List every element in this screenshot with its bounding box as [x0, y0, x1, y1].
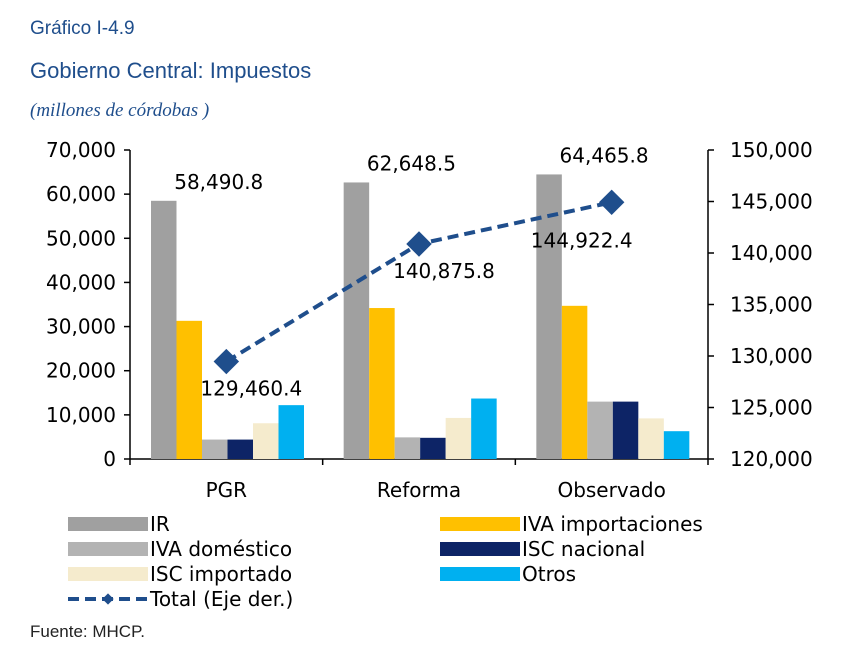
bars-layer: [151, 174, 690, 460]
y-tick-label-right: 140,000: [730, 241, 813, 265]
data-labels-layer: 58,490.8 62,648.5 64,465.8 129,460.4 140,875…: [174, 143, 648, 400]
legend-swatch-iva-dom-stico: [68, 542, 148, 556]
bar-iva-importaciones: [176, 320, 202, 459]
legend-swatch-isc-importado: [68, 567, 148, 581]
total-line-layer: [213, 189, 625, 375]
y-tick-label-left: 30,000: [46, 315, 116, 339]
chart-kicker: Gráfico I-4.9: [30, 18, 135, 39]
bar-iva-importaciones: [369, 308, 395, 459]
y-tick-label-right: 145,000: [730, 190, 813, 214]
legend-label: Total (Eje der.): [149, 587, 293, 611]
y-tick-label-right: 135,000: [730, 293, 813, 317]
source-note: Fuente: MHCP.: [30, 622, 145, 641]
data-label-ir: 62,648.5: [367, 151, 456, 175]
data-label-ir: 64,465.8: [560, 143, 649, 167]
bar-ir: [151, 200, 177, 459]
bar-iva-dom-stico: [587, 401, 613, 459]
bar-iva-dom-stico: [394, 437, 421, 459]
y-tick-label-left: 70,000: [46, 138, 116, 162]
legend-swatch-otros: [440, 567, 520, 581]
bar-otros: [471, 398, 497, 459]
bar-ir: [343, 182, 370, 460]
legend-label: ISC nacional: [522, 537, 645, 561]
legend-swatch-iva-importaciones: [440, 517, 520, 531]
legend-label: IVA doméstico: [150, 537, 292, 561]
y-tick-label-left: 60,000: [46, 182, 116, 206]
total-marker: [213, 348, 240, 375]
x-tick-label: PGR: [206, 478, 248, 502]
legend-label: IR: [150, 512, 170, 536]
legend-swatch-ir: [68, 517, 148, 531]
x-tick-label: Reforma: [377, 478, 461, 502]
data-label-total: 144,922.4: [531, 228, 633, 252]
bar-iva-importaciones: [561, 305, 588, 459]
total-marker: [598, 189, 625, 216]
bar-isc-nacional: [420, 437, 446, 459]
data-label-total: 129,460.4: [200, 377, 302, 401]
y-tick-label-left: 0: [103, 447, 116, 471]
bar-ir: [536, 174, 562, 459]
bar-otros: [278, 405, 304, 459]
data-label-ir: 58,490.8: [174, 170, 263, 194]
legend-label: IVA importaciones: [522, 512, 703, 536]
y-tick-label-left: 20,000: [46, 359, 116, 383]
bar-isc-importado: [253, 423, 279, 459]
chart-title: Gobierno Central: Impuestos: [30, 58, 312, 83]
legend: IR IVA importaciones IVA doméstico ISC naci…: [68, 512, 703, 611]
legend-label: Otros: [522, 562, 576, 586]
bar-isc-nacional: [227, 439, 253, 459]
y-tick-label-right: 125,000: [730, 396, 813, 420]
x-tick-label: Observado: [557, 478, 665, 502]
y-tick-label-left: 40,000: [46, 270, 116, 294]
axes-layer: 0 10,000 20,000 30,000 40,000 50,000 60,000 70,…: [46, 138, 813, 502]
y-tick-label-right: 130,000: [730, 344, 813, 368]
data-label-total: 140,875.8: [393, 259, 495, 283]
legend-swatch-total-marker: [102, 593, 114, 605]
bar-otros: [663, 431, 690, 459]
bar-isc-importado: [445, 417, 472, 459]
total-marker: [406, 231, 432, 257]
y-tick-label-left: 10,000: [46, 403, 116, 427]
legend-label: ISC importado: [150, 562, 292, 586]
chart-unit: (millones de córdobas ): [30, 100, 210, 121]
y-tick-label-right: 150,000: [730, 138, 813, 162]
y-tick-label-right: 120,000: [730, 447, 813, 471]
bar-isc-nacional: [612, 401, 639, 459]
y-tick-label-left: 50,000: [46, 226, 116, 250]
legend-swatch-isc-nacional: [440, 542, 520, 556]
bar-iva-dom-stico: [202, 439, 228, 459]
bar-isc-importado: [638, 418, 664, 459]
